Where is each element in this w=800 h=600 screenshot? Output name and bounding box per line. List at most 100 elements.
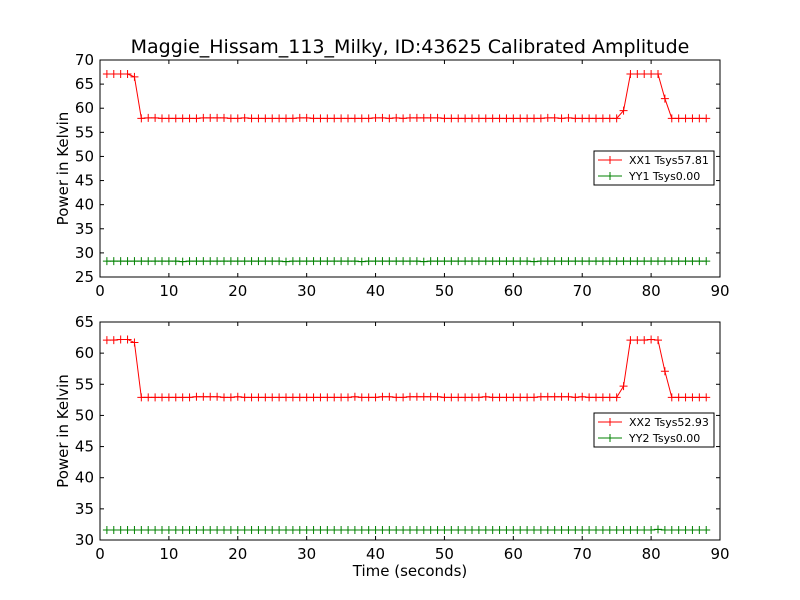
data-point-marker	[592, 114, 600, 123]
data-point-marker	[151, 113, 160, 122]
data-point-marker	[206, 257, 215, 266]
data-point-marker	[199, 392, 208, 401]
data-point-marker	[357, 257, 366, 266]
data-point-marker	[392, 257, 401, 266]
data-point-marker	[144, 393, 153, 402]
y-tick-label: 25	[75, 268, 94, 286]
data-point-marker	[619, 257, 628, 266]
data-point-marker	[171, 526, 180, 535]
data-point-marker	[206, 526, 215, 535]
data-point-marker	[481, 392, 490, 401]
data-point-marker	[323, 114, 332, 123]
y-tick-label: 65	[75, 75, 94, 93]
data-point-marker	[233, 257, 242, 266]
data-point-marker	[447, 257, 456, 266]
data-point-marker	[199, 257, 208, 266]
data-point-marker	[447, 526, 456, 535]
y-tick-label: 35	[75, 500, 94, 518]
data-point-marker	[523, 526, 532, 535]
data-point-marker	[206, 392, 215, 401]
data-point-marker	[557, 114, 566, 123]
data-point-marker	[516, 526, 525, 535]
data-point-marker	[502, 257, 511, 266]
x-tick-label: 40	[366, 282, 385, 300]
data-point-marker	[247, 393, 256, 402]
data-point-marker	[433, 526, 442, 535]
data-point-marker	[137, 114, 146, 123]
data-point-marker	[474, 526, 483, 535]
data-point-marker	[578, 114, 587, 123]
data-point-marker	[185, 393, 194, 402]
legend-label: YY1 Tsys0.00	[628, 170, 700, 183]
y-tick-label: 30	[75, 531, 94, 549]
data-point-marker	[619, 106, 628, 115]
data-point-marker	[247, 526, 256, 535]
data-point-marker	[426, 392, 435, 401]
data-point-marker	[516, 393, 525, 402]
data-point-marker	[440, 257, 449, 266]
data-point-marker	[164, 114, 173, 123]
data-point-marker	[378, 392, 387, 401]
data-point-marker	[509, 393, 518, 402]
data-point-marker	[357, 393, 366, 402]
chart-title: Maggie_Hissam_113_Milky, ID:43625 Calibr…	[131, 36, 690, 58]
data-point-marker	[240, 257, 249, 266]
data-point-marker	[399, 393, 408, 402]
data-point-marker	[233, 392, 242, 401]
data-point-marker	[612, 114, 621, 123]
data-point-marker	[647, 69, 656, 78]
data-point-marker	[550, 526, 559, 535]
data-point-marker	[309, 393, 318, 402]
data-point-marker	[564, 113, 573, 122]
data-point-marker	[240, 526, 249, 535]
data-point-marker	[295, 113, 304, 122]
top-panel: 0 10 20 30 40 50 60 70 80 90 25 30 35 40 45 50 55 60 65 70 P…	[54, 51, 730, 300]
x-tick-label: 10	[159, 545, 178, 563]
legend-marker	[606, 418, 614, 426]
data-point-marker	[364, 526, 373, 535]
data-point-marker	[364, 257, 373, 266]
data-point-marker	[302, 526, 311, 535]
legend-label: YY2 Tsys0.00	[628, 432, 700, 445]
data-point-marker	[481, 257, 490, 266]
x-tick-label: 0	[95, 545, 105, 563]
data-point-marker	[226, 257, 235, 266]
data-point-marker	[509, 114, 518, 123]
data-point-marker	[488, 257, 497, 266]
data-point-marker	[213, 526, 222, 535]
data-point-marker	[158, 393, 166, 402]
data-point-marker	[309, 257, 318, 266]
data-point-marker	[647, 335, 656, 344]
data-point-marker	[171, 393, 180, 402]
legend-marker	[606, 172, 614, 180]
data-point-marker	[509, 257, 518, 266]
data-point-marker	[344, 526, 352, 535]
x-tick-label: 70	[573, 545, 592, 563]
data-point-marker	[523, 257, 532, 266]
y-tick-label: 70	[75, 51, 94, 69]
data-point-marker	[185, 257, 194, 266]
data-point-marker	[440, 526, 449, 535]
y-tick-label: 55	[75, 123, 94, 141]
data-point-marker	[674, 114, 683, 123]
data-point-marker	[543, 526, 552, 535]
data-point-marker	[461, 114, 470, 123]
data-point-marker	[695, 393, 704, 402]
data-point-marker	[433, 257, 442, 266]
data-point-marker	[385, 526, 394, 535]
data-point-marker	[571, 257, 580, 266]
data-point-marker	[564, 257, 573, 266]
x-tick-label: 30	[297, 282, 316, 300]
data-point-marker	[440, 114, 449, 123]
x-tick-label: 20	[228, 282, 247, 300]
data-point-marker	[178, 114, 187, 123]
data-point-marker	[226, 393, 235, 402]
data-point-marker	[178, 393, 187, 402]
data-point-marker	[337, 526, 346, 535]
data-point-marker	[171, 114, 180, 123]
data-point-marker	[378, 257, 387, 266]
data-point-marker	[206, 113, 215, 122]
data-point-marker	[419, 113, 428, 122]
data-point-marker	[406, 113, 414, 122]
data-point-marker	[151, 393, 160, 402]
